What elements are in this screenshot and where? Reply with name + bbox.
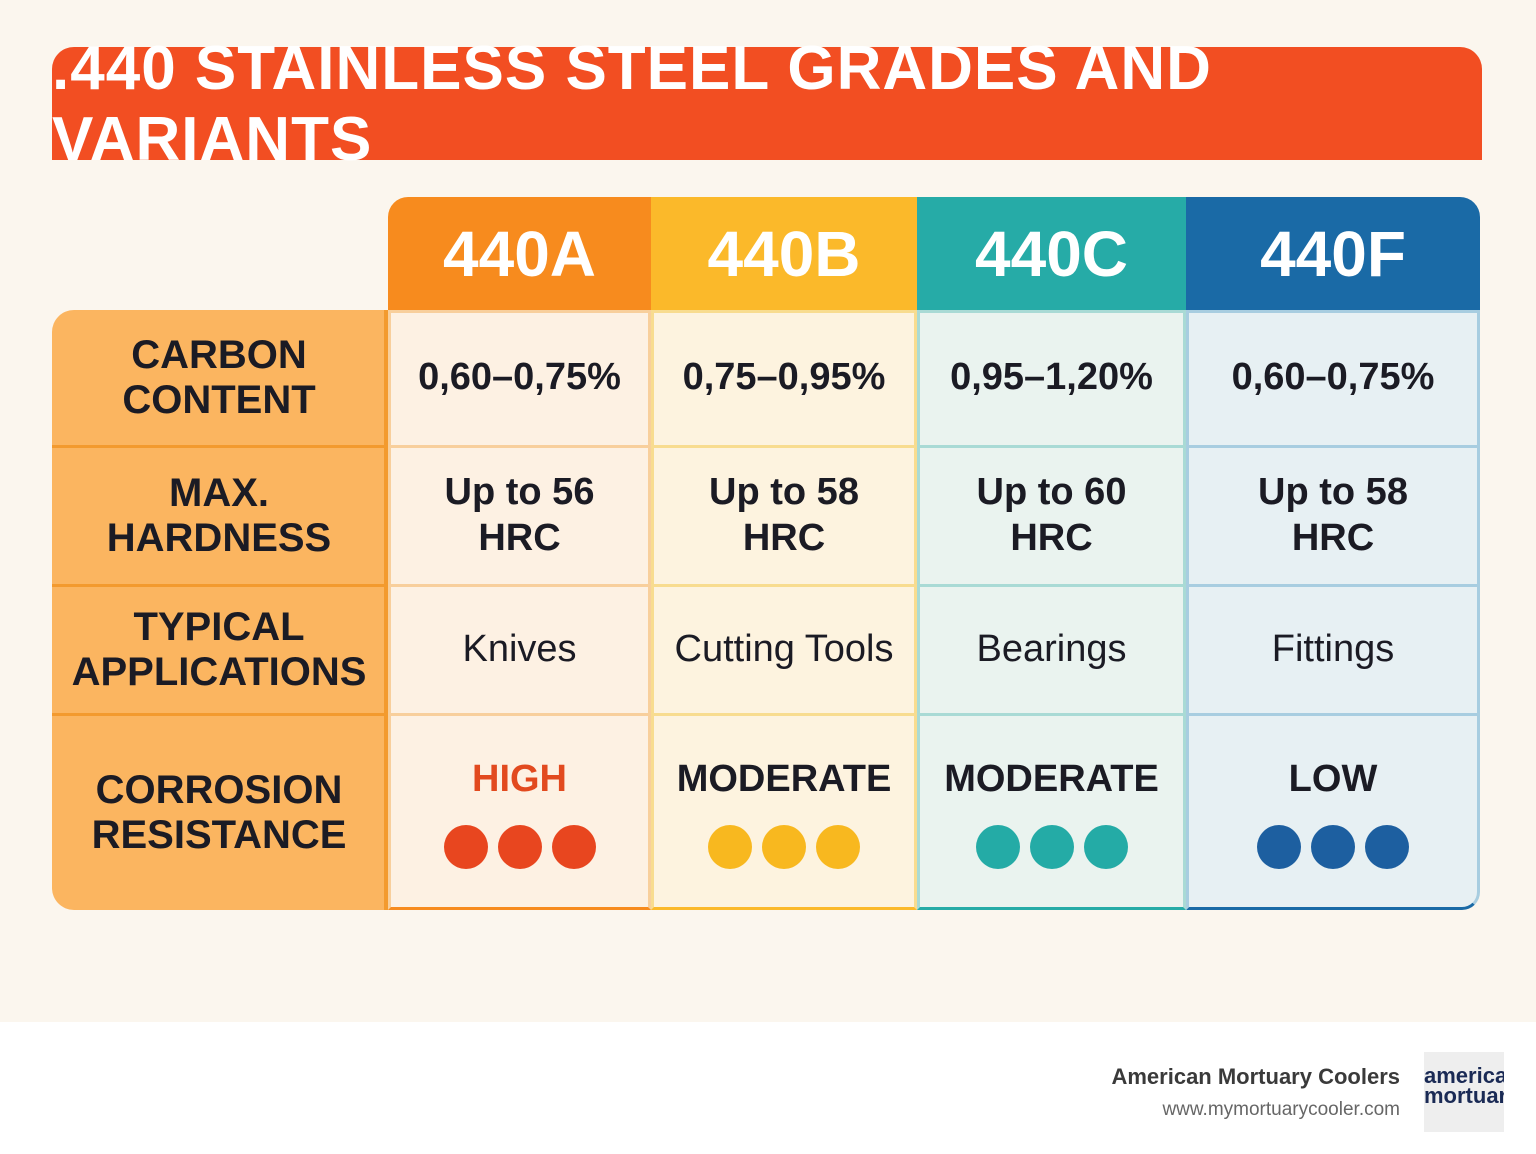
row-label-text: CARBON CONTENT (122, 332, 316, 422)
table-cell: HIGH (388, 716, 651, 910)
level-dot (1365, 824, 1409, 869)
column-header: 440A (388, 197, 651, 310)
level-dot (708, 824, 752, 869)
level-dots (708, 824, 860, 869)
table-cell: Cutting Tools (651, 587, 917, 716)
cell-text: Cutting Tools (674, 628, 894, 671)
cell-text: Knives (462, 628, 577, 671)
column-body (651, 310, 917, 910)
company-name: American Mortuary Coolers (1111, 1064, 1400, 1089)
column-header: 440F (1186, 197, 1480, 310)
cell-text: Up to 56 HRC (444, 471, 595, 559)
table-cell: Up to 56 HRC (388, 448, 651, 587)
level-dot (975, 824, 1020, 869)
level-dot (1311, 824, 1355, 869)
table-cell: 0,60–0,75% (388, 310, 651, 448)
row-label-text: TYPICAL APPLICATIONS (71, 605, 367, 694)
level-dot (1083, 824, 1128, 869)
table-cell: 0,60–0,75% (1186, 310, 1480, 448)
company-url: www.mymortuarycooler.com (1162, 1099, 1400, 1120)
table-cell: Bearings (917, 587, 1186, 716)
cell-text: MODERATE (676, 758, 892, 801)
level-dot (816, 824, 860, 869)
cell-text: 0,60–0,75% (1231, 355, 1435, 398)
level-dots (443, 824, 596, 869)
row-label: MAX. HARDNESS (52, 448, 386, 587)
cell-text: Up to 60 HRC (976, 471, 1127, 559)
cell-text: Up to 58 HRC (1258, 471, 1408, 559)
table-cell: Up to 58 HRC (651, 448, 917, 587)
level-dot (443, 824, 488, 869)
column-body (388, 310, 651, 910)
table-cell: LOW (1186, 716, 1480, 910)
logo-line: mortuary (1424, 1083, 1504, 1108)
level-dots (1257, 824, 1409, 869)
level-dots (975, 824, 1128, 869)
cell-text: LOW (1288, 758, 1378, 801)
table-cell: MODERATE (651, 716, 917, 910)
table-cell: MODERATE (917, 716, 1186, 910)
table-cell: Up to 58 HRC (1186, 448, 1480, 587)
row-label: CARBON CONTENT (52, 310, 386, 448)
row-label: TYPICAL APPLICATIONS (52, 587, 386, 716)
level-dot (1029, 824, 1074, 869)
level-dot (551, 824, 596, 869)
table-cell: 0,95–1,20% (917, 310, 1186, 448)
title-bar: .440 STAINLESS STEEL GRADES AND VARIANTS (52, 34, 1482, 174)
logo-line: american (1424, 1063, 1504, 1088)
row-label-text: MAX. HARDNESS (106, 471, 332, 560)
level-dot (497, 824, 542, 869)
cell-text: Up to 58 HRC (709, 471, 859, 559)
table-cell: 0,75–0,95% (651, 310, 917, 448)
cell-text: MODERATE (944, 758, 1159, 801)
level-dot (762, 824, 806, 869)
column-header: 440B (651, 197, 917, 310)
table-cell: Up to 60 HRC (917, 448, 1186, 587)
cell-text: 0,75–0,95% (682, 355, 886, 398)
column-body (917, 310, 1186, 910)
cell-text: Fittings (1271, 628, 1395, 671)
cell-text: HIGH (472, 758, 567, 801)
level-dot (1257, 824, 1301, 869)
logo: american mortuary (1424, 1052, 1504, 1132)
label-column (52, 310, 388, 910)
cell-text: 0,95–1,20% (950, 355, 1153, 398)
cell-text: 0,60–0,75% (418, 355, 621, 398)
row-label: CORROSION RESISTANCE (52, 716, 386, 910)
column-body (1186, 310, 1480, 910)
row-label-text: CORROSION RESISTANCE (91, 768, 347, 857)
table-cell: Knives (388, 587, 651, 716)
cell-text: Bearings (976, 628, 1127, 671)
column-header: 440C (917, 197, 1186, 310)
table-cell: Fittings (1186, 587, 1480, 716)
